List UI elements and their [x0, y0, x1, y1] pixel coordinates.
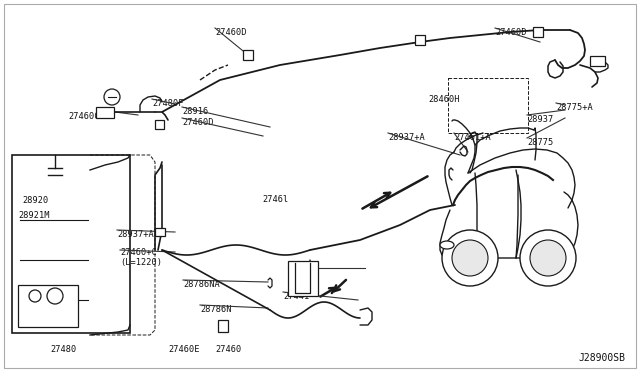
- Text: 28937+A: 28937+A: [117, 230, 154, 239]
- Bar: [18, 285, 78, 327]
- Text: 28775: 28775: [527, 138, 553, 147]
- Text: 28786N: 28786N: [200, 305, 232, 314]
- Bar: [533, 27, 543, 37]
- Text: (L=1220): (L=1220): [120, 258, 162, 267]
- Text: 28460H: 28460H: [428, 95, 460, 104]
- Text: 27460E: 27460E: [168, 345, 200, 354]
- Bar: [288, 261, 318, 296]
- Text: J28900SB: J28900SB: [578, 353, 625, 363]
- Text: 27480F: 27480F: [152, 99, 184, 108]
- Text: 28920: 28920: [22, 196, 48, 205]
- Circle shape: [29, 290, 41, 302]
- Circle shape: [47, 288, 63, 304]
- Text: 2746l: 2746l: [262, 195, 288, 204]
- Bar: [243, 50, 253, 60]
- Text: 28937: 28937: [527, 115, 553, 124]
- Bar: [96, 107, 114, 118]
- Text: 27460C: 27460C: [68, 112, 99, 121]
- Text: 27480: 27480: [50, 345, 76, 354]
- Bar: [415, 35, 425, 45]
- Text: 27460D: 27460D: [182, 118, 214, 127]
- Bar: [448, 78, 528, 133]
- Bar: [155, 228, 165, 236]
- Text: 27460D: 27460D: [495, 28, 527, 37]
- Text: 27460: 27460: [215, 345, 241, 354]
- Text: 28921M: 28921M: [18, 211, 49, 220]
- Text: 27441: 27441: [283, 292, 309, 301]
- Circle shape: [442, 230, 498, 286]
- Text: 28775+A: 28775+A: [556, 103, 593, 112]
- Text: 28786NA: 28786NA: [183, 280, 220, 289]
- Circle shape: [520, 230, 576, 286]
- Text: 27460D: 27460D: [215, 28, 246, 37]
- Bar: [155, 120, 164, 129]
- Bar: [590, 56, 605, 66]
- Text: 28937+A: 28937+A: [388, 133, 425, 142]
- Bar: [12, 155, 130, 333]
- Text: 27441: 27441: [288, 268, 314, 277]
- Text: 28916: 28916: [182, 107, 208, 116]
- Circle shape: [530, 240, 566, 276]
- Circle shape: [104, 89, 120, 105]
- Text: 27461+A: 27461+A: [454, 133, 491, 142]
- Bar: [218, 320, 228, 332]
- Text: 27460+C: 27460+C: [120, 248, 157, 257]
- Ellipse shape: [440, 241, 454, 249]
- Circle shape: [452, 240, 488, 276]
